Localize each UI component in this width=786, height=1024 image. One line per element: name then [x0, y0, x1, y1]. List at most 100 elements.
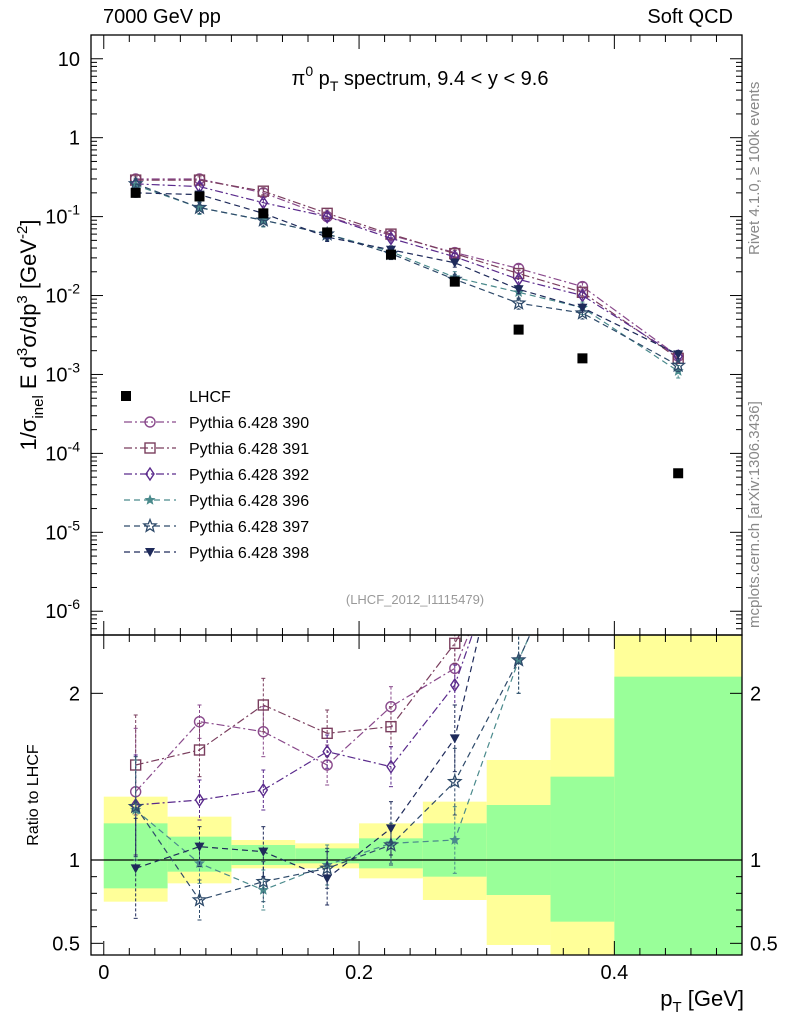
lhcf-data-point-1 — [194, 191, 205, 202]
rivet-version-label: Rivet 4.1.0, ≥ 100k events — [746, 81, 763, 255]
analysis-watermark: (LHCF_2012_I1115479) — [346, 592, 484, 607]
y-tick-label-0: 10-6 — [45, 596, 80, 623]
main-line-series-1 — [135, 179, 679, 359]
y-tick-label-exp-1: -5 — [68, 517, 81, 533]
chart-title: π0 pT spectrum, 9.4 < y < 9.6 — [292, 63, 549, 94]
ratio-marker-s4-p2 — [255, 873, 272, 889]
lhcf-data-point-8 — [673, 468, 684, 479]
ratio-errbar-s1-p5 — [452, 635, 457, 664]
ratio-panel-series — [127, 635, 531, 921]
y-tick-label-2: 10-4 — [45, 438, 80, 465]
y-axis-label-part-i: ] — [16, 219, 41, 225]
y-tick-label-exp-3: -3 — [68, 359, 81, 375]
legend-label-5: Pythia 6.428 398 — [189, 545, 309, 562]
ratio-errbar-s4-p5 — [452, 747, 457, 816]
ratio-errbar-s3-p5 — [452, 806, 457, 874]
ratio-line-series-4 — [135, 635, 531, 901]
ratio-tick-label-left-0: 0.5 — [52, 933, 80, 955]
ratio-errbar-s5-p5 — [452, 704, 457, 773]
main-marker-s2-p7 — [577, 288, 588, 303]
ratio-errbar-s4-p6 — [516, 635, 521, 694]
x-tick-label-0: 0 — [98, 962, 109, 984]
y-axis-label: 1/σinel E d3σ/dp3 [GeV-2] — [14, 219, 47, 450]
ratio-y-axis-label: Ratio to LHCF — [25, 744, 42, 846]
ratio-errbar-s2-p5 — [452, 664, 457, 706]
main-marker-s5-p6 — [513, 285, 524, 295]
x-axis-label-p: p — [660, 986, 672, 1011]
legend-marker-1 — [144, 442, 156, 454]
y-tick-label-4: 10-2 — [45, 281, 80, 308]
lhcf-data-point-7 — [577, 353, 588, 364]
ratio-marker-s5-p2 — [258, 847, 269, 857]
main-marker-s4-p1 — [191, 199, 208, 215]
legend-label-1: Pythia 6.428 391 — [189, 441, 309, 458]
y-tick-label-exp-4: -2 — [68, 281, 81, 297]
y-tick-label-7: 10 — [58, 49, 80, 71]
y-tick-label-6: 1 — [69, 128, 80, 150]
main-panel-series — [127, 173, 687, 479]
ratio-line-series-2 — [135, 635, 473, 806]
lhcf-data-point-0 — [130, 187, 141, 198]
ratio-marker-s4-p0 — [127, 798, 144, 814]
mcplots-reference-label: mcplots.cern.ch [arXiv:1306.3436] — [746, 401, 763, 628]
ratio-errbar-s2-p2 — [261, 769, 266, 811]
ratio-tick-label-right-0: 0.5 — [750, 933, 778, 955]
y-tick-label-exp-0: -6 — [68, 596, 81, 612]
main-line-series-4 — [135, 183, 679, 366]
ratio-marker-s1-p2 — [257, 699, 270, 711]
ratio-marker-s5-p5 — [449, 734, 460, 744]
y-axis-label-part-f: 3 — [14, 295, 31, 303]
chart-title-sub: T — [330, 78, 339, 94]
ratio-marker-s1-p3 — [321, 727, 333, 740]
legend-marker-5 — [145, 548, 155, 557]
y-tick-label-1: 10-5 — [45, 517, 80, 544]
ratio-marker-s3-p5 — [449, 834, 461, 845]
main-marker-s4-p8 — [670, 357, 687, 373]
main-errbar-s1-p2 — [261, 187, 266, 196]
green-band-6 — [486, 805, 551, 895]
legend: LHCF Pythia 6.428 390 Pythia 6.428 391 Pyth… — [121, 389, 309, 562]
y-axis-label-part-g: [GeV — [16, 239, 41, 296]
main-line-series-3 — [135, 184, 679, 372]
legend-label-lhcf: LHCF — [189, 389, 231, 406]
header-right-label: Soft QCD — [647, 6, 733, 28]
legend-marker-lhcf — [121, 391, 131, 401]
ratio-line-series-3 — [135, 635, 531, 891]
ratio-marker-s4-p6 — [510, 651, 527, 667]
y-axis-label-part-h: -2 — [14, 226, 31, 239]
ratio-marker-s5-p0 — [130, 864, 141, 874]
main-marker-s2-p3 — [322, 209, 332, 224]
x-axis-label: pT [GeV] — [660, 986, 744, 1016]
green-band-7 — [550, 776, 615, 922]
main-marker-s1-p4 — [385, 228, 397, 240]
ratio-errbar-s4-p0 — [133, 756, 138, 858]
x-tick-label-2: 0.4 — [600, 962, 628, 984]
main-marker-s5-p5 — [449, 258, 460, 268]
ratio-marker-s0-p2 — [257, 725, 270, 738]
legend-marker-2 — [145, 466, 155, 482]
x-tick-label-1: 0.2 — [345, 962, 373, 984]
legend-marker-4 — [142, 517, 158, 533]
ratio-marker-s1-p5 — [449, 637, 461, 650]
ratio-marker-s2-p1 — [194, 792, 205, 808]
ratio-marker-s1-p4 — [385, 720, 397, 733]
legend-marker-0 — [144, 416, 156, 428]
ratio-marker-s4-p1 — [191, 891, 208, 907]
y-tick-label-5: 10-1 — [45, 202, 80, 229]
ratio-marker-s1-p1 — [193, 744, 206, 756]
y-tick-label-exp-2: -4 — [68, 438, 81, 454]
y-axis-label-part-e: σ/dp — [16, 304, 41, 348]
ratio-marker-s2-p4 — [386, 759, 396, 774]
ratio-marker-s2-p2 — [258, 782, 269, 798]
y-tick-label-3: 10-3 — [45, 359, 80, 386]
ratio-errbar-s2-p4 — [388, 746, 393, 788]
legend-label-3: Pythia 6.428 396 — [189, 493, 309, 510]
ratio-tick-label-left-2: 2 — [69, 683, 80, 705]
main-marker-s2-p4 — [386, 231, 396, 246]
legend-marker-3 — [144, 494, 156, 505]
ratio-errbar-s1-p1 — [197, 722, 202, 778]
main-marker-s4-p0 — [127, 175, 144, 191]
main-line-series-0 — [135, 178, 679, 357]
x-axis-label-sub: T — [672, 999, 681, 1016]
